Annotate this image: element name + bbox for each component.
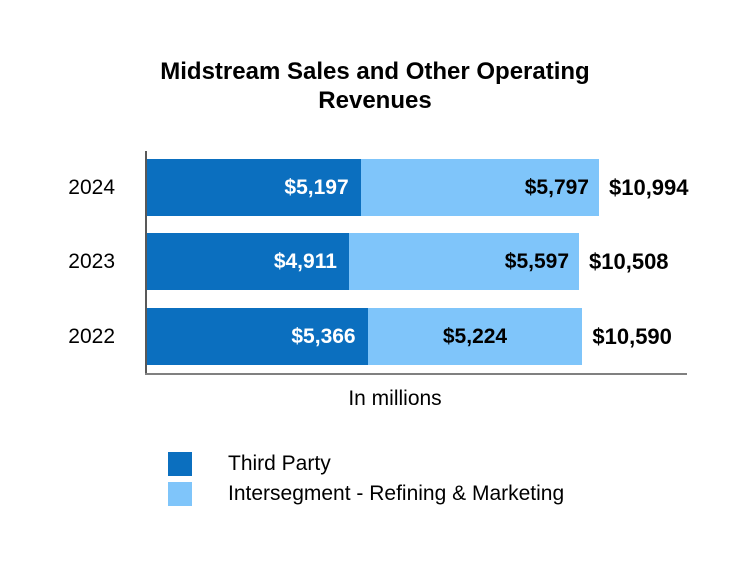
- segment-value-label: $5,366: [291, 324, 356, 348]
- bar-row-2023: 2023 $4,911 $5,597 $10,508: [0, 233, 669, 290]
- total-label: $10,994: [608, 174, 689, 200]
- bar-row-2024: 2024 $5,197 $5,797 $10,994: [0, 159, 689, 216]
- segment-third-party: $5,197: [147, 159, 361, 216]
- segment-value-label: $4,911: [273, 249, 337, 273]
- x-axis-title: In millions: [348, 387, 442, 410]
- total-label: $10,508: [589, 248, 669, 274]
- legend-swatch-third-party: [168, 451, 192, 476]
- chart-title-line-2: Revenues: [318, 87, 432, 114]
- segment-value-label: $5,597: [504, 249, 570, 273]
- legend: Third Party Intersegment - Refining & Ma…: [168, 450, 564, 507]
- x-axis-line: [145, 373, 687, 375]
- legend-label: Third Party: [228, 451, 331, 475]
- segment-intersegment: $5,224: [367, 308, 583, 365]
- category-label-2024: 2024: [68, 175, 115, 199]
- legend-label: Intersegment - Refining & Marketing: [228, 481, 565, 505]
- segment-value-label: $5,224: [442, 324, 508, 348]
- segment-value-label: $5,197: [284, 175, 349, 199]
- chart-title-line-1: Midstream Sales and Other Operating: [160, 58, 590, 85]
- chart-title: Midstream Sales and Other Operating Reve…: [115, 57, 635, 115]
- segment-intersegment: $5,797: [360, 159, 599, 216]
- legend-item-third-party: Third Party: [168, 450, 564, 477]
- bar-row-2022: 2022 $5,366 $5,224 $10,590: [0, 308, 672, 365]
- legend-item-intersegment: Intersegment - Refining & Marketing: [168, 480, 564, 507]
- segment-intersegment: $5,597: [348, 233, 580, 290]
- category-label-2023: 2023: [68, 249, 115, 273]
- segment-third-party: $5,366: [147, 308, 368, 365]
- total-label: $10,590: [592, 323, 672, 349]
- legend-swatch-intersegment: [168, 481, 192, 506]
- y-axis-line: [145, 151, 147, 375]
- segment-value-label: $5,797: [524, 175, 589, 199]
- category-label-2022: 2022: [68, 324, 115, 348]
- segment-third-party: $4,911: [147, 233, 349, 290]
